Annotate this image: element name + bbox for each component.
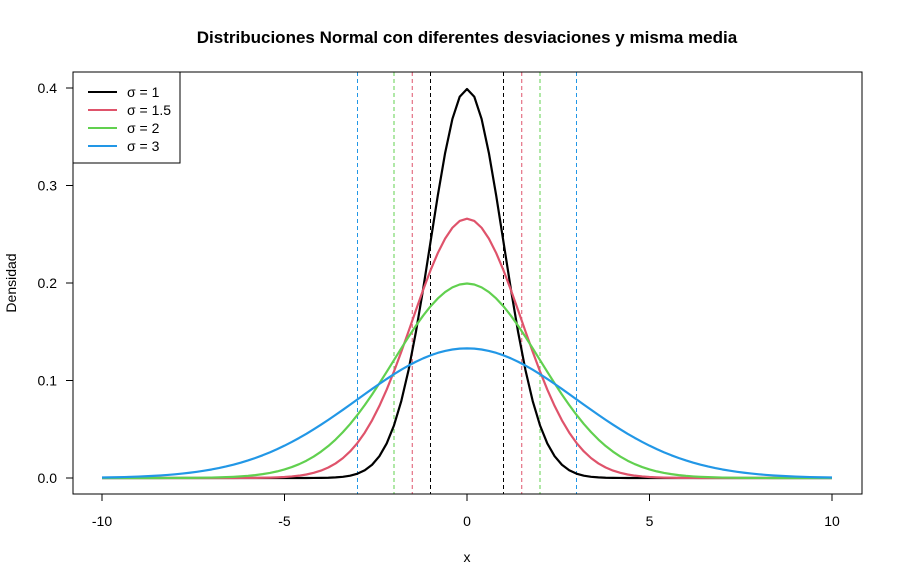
series-line-sd-3 (101, 347, 833, 479)
x-tick-label: 10 (824, 513, 840, 529)
legend-label-sd-1-5: σ = 1.5 (127, 102, 171, 118)
reference-lines (357, 72, 577, 494)
legend-box (72, 71, 181, 164)
density-curves (101, 87, 833, 480)
series-line-sd-2 (102, 282, 832, 480)
y-tick-label: 0.0 (38, 470, 58, 486)
x-tick-label: -10 (92, 513, 112, 529)
legend-label-sd-3: σ = 3 (127, 138, 160, 154)
y-tick-label: 0.2 (38, 275, 58, 291)
legend: σ = 1 σ = 1.5 σ = 2 σ = 3 (72, 71, 181, 164)
x-axis-label: x (464, 549, 471, 565)
y-axis-label: Densidad (3, 253, 19, 312)
x-tick-label: 0 (463, 513, 471, 529)
legend-label-sd-1: σ = 1 (127, 84, 160, 100)
x-tick-label: 5 (646, 513, 654, 529)
legend-label-sd-2: σ = 2 (127, 120, 160, 136)
chart-title: Distribuciones Normal con diferentes des… (197, 28, 738, 47)
y-axis: 0.0 0.1 0.2 0.3 0.4 (38, 80, 74, 486)
x-tick-label: -5 (278, 513, 291, 529)
y-tick-label: 0.1 (38, 373, 58, 389)
y-tick-label: 0.4 (38, 80, 58, 96)
x-axis: -10 -5 0 5 10 (92, 493, 840, 529)
y-tick-label: 0.3 (38, 178, 58, 194)
